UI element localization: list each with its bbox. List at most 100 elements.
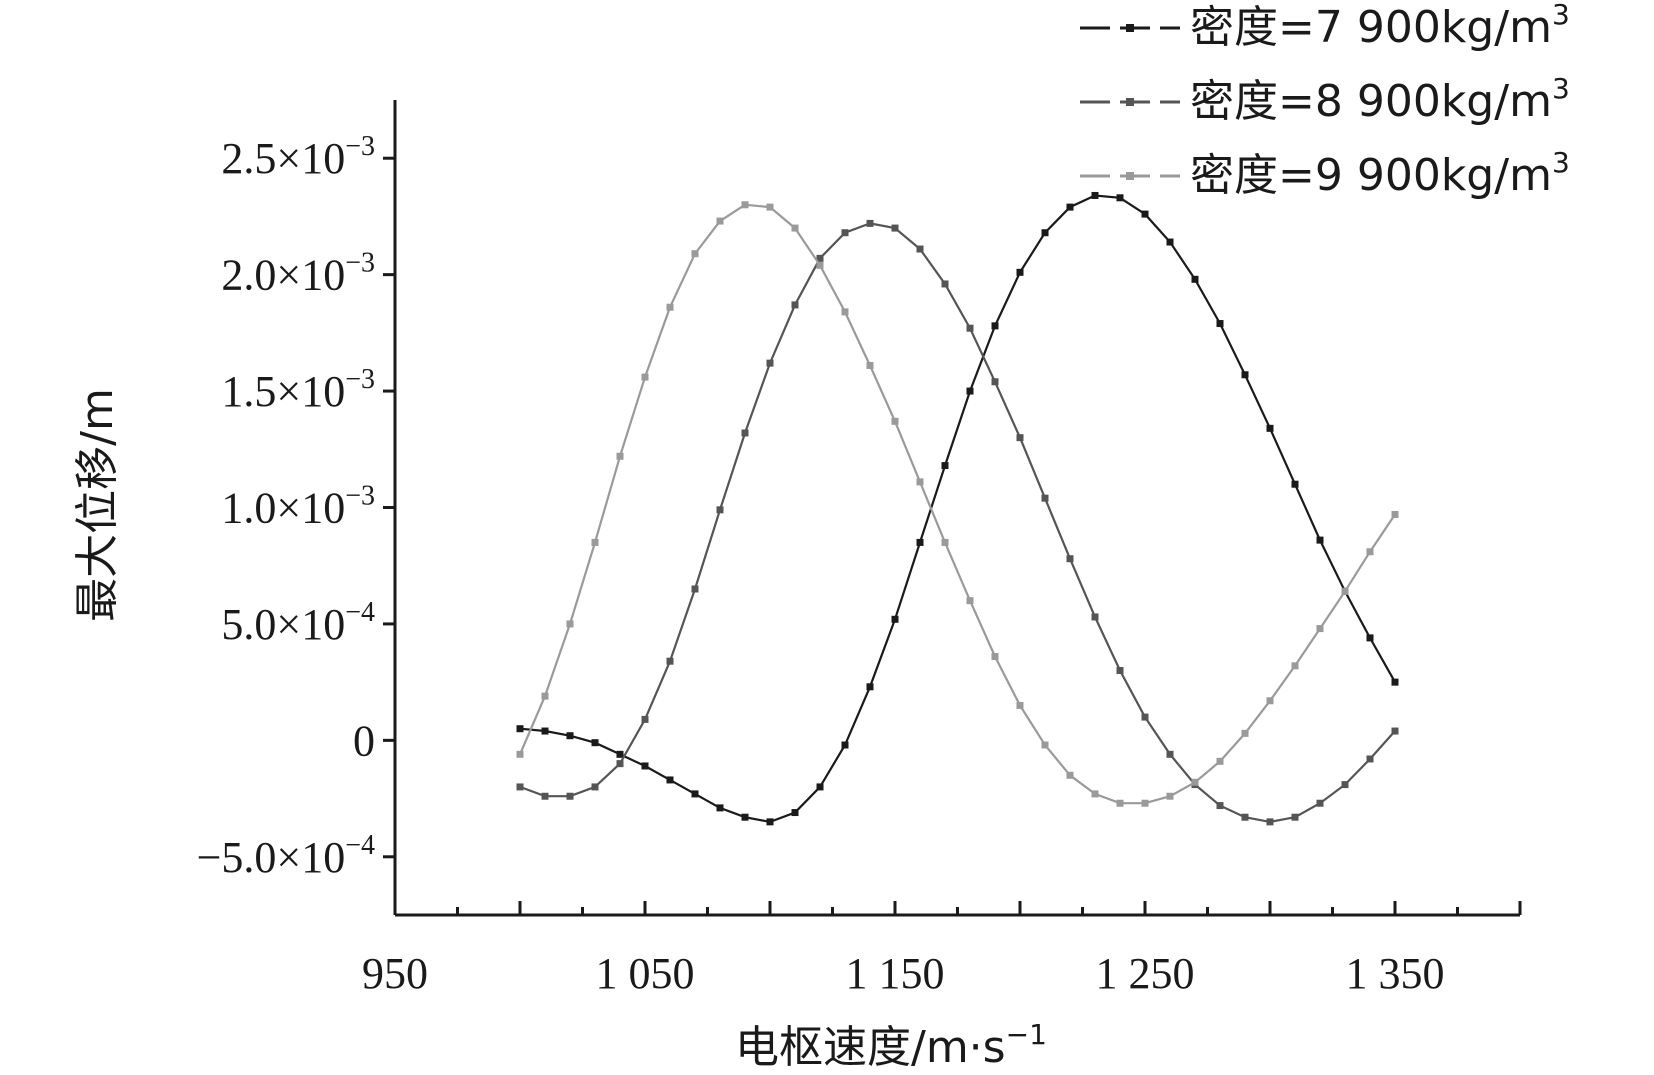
data-point <box>1066 555 1074 563</box>
x-tick-label: 1 050 <box>596 949 695 998</box>
y-tick-label-mantissa: 1.0×10 <box>221 484 345 533</box>
data-point <box>916 478 924 486</box>
data-point <box>566 732 574 740</box>
series-2 <box>516 219 1399 826</box>
x-axis-ticks: 950 1 050 1 150 1 250 1 350 <box>362 901 1522 998</box>
data-point <box>966 387 974 395</box>
data-point <box>1066 771 1074 779</box>
data-point <box>866 361 874 369</box>
data-point <box>866 219 874 227</box>
data-point <box>1216 757 1224 765</box>
legend-label-text: 密度=9 900kg/m <box>1190 150 1552 201</box>
series-line <box>519 194 1396 824</box>
y-tick-label: 0 <box>353 716 375 765</box>
data-point <box>1191 275 1199 283</box>
y-tick-label: 2.5×10−3 <box>221 131 375 183</box>
data-point <box>791 809 799 817</box>
data-point <box>941 462 949 470</box>
data-point <box>641 373 649 381</box>
y-tick-label-mantissa: 1.5×10 <box>221 367 345 416</box>
data-point <box>541 792 549 800</box>
x-axis-title-text: 电枢速度/m·s <box>735 1022 1006 1073</box>
data-point <box>791 301 799 309</box>
data-point <box>616 750 624 758</box>
y-tick-label-mantissa: 2.0×10 <box>221 251 345 300</box>
x-axis-title: 电枢速度/m·s−1 <box>735 1018 1047 1073</box>
data-point <box>691 585 699 593</box>
data-point <box>1341 587 1349 595</box>
data-point <box>991 653 999 661</box>
data-point <box>1166 238 1174 246</box>
data-point <box>766 359 774 367</box>
y-axis-title: 最大位移/m <box>72 388 123 622</box>
data-point <box>1366 755 1374 763</box>
data-point <box>741 201 749 209</box>
data-point <box>941 538 949 546</box>
data-point <box>1366 548 1374 556</box>
data-point <box>841 741 849 749</box>
y-axis-ticks: 2.5×10−32.0×10−31.5×10−31.0×10−35.0×10−4… <box>197 131 395 882</box>
data-point <box>1266 697 1274 705</box>
y-tick-label: 1.5×10−3 <box>221 364 375 416</box>
data-point <box>1041 494 1049 502</box>
data-point <box>1291 813 1299 821</box>
legend-label-text: 密度=7 900kg/m <box>1190 2 1552 53</box>
data-point <box>991 378 999 386</box>
data-point <box>1116 799 1124 807</box>
y-tick-label: 1.0×10−3 <box>221 481 375 533</box>
y-tick-label-exponent: −3 <box>345 131 375 162</box>
data-point <box>966 324 974 332</box>
x-tick-label: 1 150 <box>846 949 945 998</box>
legend-label: 密度=9 900kg/m3 <box>1190 146 1570 201</box>
data-point <box>516 750 524 758</box>
data-point <box>591 739 599 747</box>
data-point <box>1291 480 1299 488</box>
data-point <box>1241 813 1249 821</box>
data-point <box>1116 194 1124 202</box>
y-tick-label-exponent: −3 <box>345 248 375 279</box>
data-point <box>766 203 774 211</box>
data-point <box>716 217 724 225</box>
data-point <box>1166 792 1174 800</box>
data-point <box>791 224 799 232</box>
data-point <box>1291 662 1299 670</box>
data-point <box>666 657 674 665</box>
x-axis-title-exponent: −1 <box>1006 1018 1047 1051</box>
data-point <box>1041 741 1049 749</box>
data-point <box>516 725 524 733</box>
data-point <box>1141 799 1149 807</box>
data-point <box>666 776 674 784</box>
data-point <box>1116 667 1124 674</box>
data-point <box>1016 268 1024 276</box>
data-point <box>941 280 949 288</box>
legend-label-exponent: 3 <box>1552 0 1570 31</box>
data-point <box>1216 802 1224 810</box>
data-point <box>666 303 674 311</box>
data-point <box>566 792 574 800</box>
data-point <box>716 506 724 514</box>
legend-marker <box>1126 24 1134 32</box>
y-tick-label: −5.0×10−4 <box>197 830 375 882</box>
y-tick-label: 5.0×10−4 <box>221 597 375 649</box>
data-point <box>891 615 899 623</box>
data-point <box>891 417 899 425</box>
data-point <box>716 804 724 812</box>
data-point <box>1216 320 1224 328</box>
data-point <box>1016 434 1024 442</box>
data-point <box>1316 536 1324 544</box>
series-line <box>519 222 1396 824</box>
data-point <box>541 692 549 700</box>
data-point <box>541 727 549 735</box>
data-point <box>1091 790 1099 798</box>
y-tick-label-mantissa: 2.5×10 <box>221 134 345 183</box>
data-point <box>1366 634 1374 642</box>
data-point <box>516 783 524 791</box>
series-3 <box>516 201 1399 807</box>
plot-series <box>516 191 1399 826</box>
data-point <box>841 229 849 237</box>
data-point <box>1191 778 1199 786</box>
y-tick-label-exponent: −4 <box>345 597 375 628</box>
data-point <box>1316 799 1324 807</box>
data-point <box>866 683 874 691</box>
data-point <box>1341 781 1349 789</box>
